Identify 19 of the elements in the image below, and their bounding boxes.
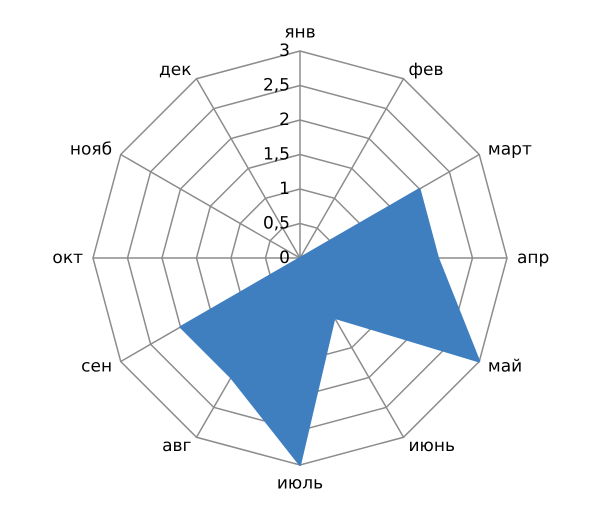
spoke-label: сен <box>81 356 112 376</box>
spoke-label: дек <box>159 60 192 80</box>
y-tick-label: 3 <box>279 41 290 61</box>
y-tick-label: 0 <box>279 248 290 268</box>
y-tick-label: 2 <box>279 110 290 130</box>
spoke-label: фев <box>408 60 444 80</box>
spoke-label: апр <box>517 248 550 268</box>
spoke-label: авг <box>162 436 192 456</box>
y-tick-label: 2,5 <box>262 76 290 96</box>
spoke-label: май <box>488 356 522 376</box>
y-tick-label: 1 <box>279 179 290 199</box>
spoke-label: июнь <box>408 436 455 456</box>
spoke-label: нояб <box>70 140 112 160</box>
spoke-label: июль <box>276 474 324 494</box>
spoke-label: окт <box>52 248 84 268</box>
y-tick-label: 0,5 <box>262 214 290 234</box>
spoke-label: янв <box>284 22 316 42</box>
spoke-label: март <box>488 140 532 160</box>
y-tick-label: 1,5 <box>262 144 290 164</box>
